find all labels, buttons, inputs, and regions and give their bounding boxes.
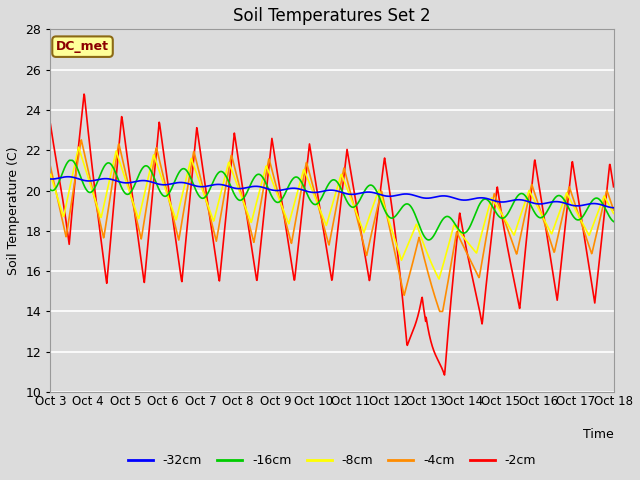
-32cm xyxy=(235,186,243,192)
-2cm xyxy=(420,306,428,312)
-4cm xyxy=(159,169,166,175)
Line: -4cm: -4cm xyxy=(51,140,614,312)
-16cm xyxy=(494,212,502,218)
-32cm xyxy=(172,180,180,186)
Line: -2cm: -2cm xyxy=(51,94,614,375)
-2cm xyxy=(235,161,243,167)
Legend: -32cm, -16cm, -8cm, -4cm, -2cm: -32cm, -16cm, -8cm, -4cm, -2cm xyxy=(123,449,541,472)
-16cm xyxy=(159,192,166,198)
-8cm xyxy=(435,276,443,282)
-2cm xyxy=(159,141,166,146)
-4cm xyxy=(47,164,54,169)
-2cm xyxy=(610,184,618,190)
Title: Soil Temperatures Set 2: Soil Temperatures Set 2 xyxy=(233,7,431,25)
-4cm xyxy=(235,182,243,188)
-2cm xyxy=(172,239,180,245)
Text: DC_met: DC_met xyxy=(56,40,109,53)
-16cm xyxy=(66,157,74,163)
-16cm xyxy=(420,233,428,239)
-2cm xyxy=(494,187,502,192)
-8cm xyxy=(610,211,618,216)
-16cm xyxy=(47,187,54,192)
-8cm xyxy=(75,144,83,150)
-8cm xyxy=(420,241,428,247)
-16cm xyxy=(235,197,243,203)
-4cm xyxy=(420,253,428,259)
-16cm xyxy=(172,176,180,181)
-16cm xyxy=(425,237,433,243)
-32cm xyxy=(493,199,501,204)
-4cm xyxy=(172,226,180,232)
-32cm xyxy=(64,174,72,180)
-32cm xyxy=(47,176,54,182)
-32cm xyxy=(610,205,618,211)
-4cm xyxy=(610,207,618,213)
-2cm xyxy=(80,91,88,97)
-2cm xyxy=(47,121,54,127)
-8cm xyxy=(235,187,243,193)
-8cm xyxy=(494,204,502,210)
-32cm xyxy=(543,200,551,206)
-8cm xyxy=(47,171,54,177)
-4cm xyxy=(77,137,85,143)
-32cm xyxy=(159,182,166,188)
Line: -16cm: -16cm xyxy=(51,160,614,240)
-2cm xyxy=(441,372,449,378)
-16cm xyxy=(543,208,551,214)
-4cm xyxy=(543,229,551,235)
-8cm xyxy=(159,178,166,183)
-32cm xyxy=(420,195,428,201)
-2cm xyxy=(543,235,551,241)
Line: -32cm: -32cm xyxy=(51,177,614,208)
Line: -8cm: -8cm xyxy=(51,147,614,279)
-8cm xyxy=(172,217,180,223)
-4cm xyxy=(494,200,502,205)
-8cm xyxy=(543,223,551,229)
Y-axis label: Soil Temperature (C): Soil Temperature (C) xyxy=(7,146,20,275)
Text: Time: Time xyxy=(583,428,614,441)
-16cm xyxy=(610,219,618,225)
-4cm xyxy=(436,309,444,314)
